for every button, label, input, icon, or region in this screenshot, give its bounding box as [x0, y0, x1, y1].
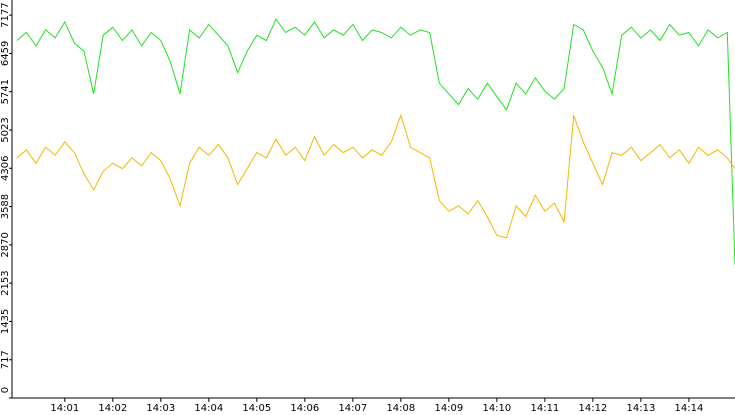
x-tick-label: 14:12: [578, 403, 607, 414]
x-tick-label: 14:07: [338, 403, 367, 414]
x-tick-label: 14:13: [626, 403, 655, 414]
y-tick-label: 1435: [0, 309, 11, 334]
series-line: [16, 113, 735, 239]
y-tick-label: 5741: [0, 79, 11, 104]
y-tick-label: 4306: [0, 156, 11, 181]
x-tick-label: 14:01: [50, 403, 79, 414]
y-tick-label: 2153: [0, 270, 11, 295]
y-tick-label: 0: [0, 387, 11, 393]
y-tick-label: 5023: [0, 117, 11, 142]
x-tick-label: 14:02: [98, 403, 127, 414]
x-tick-label: 14:11: [530, 403, 559, 414]
x-tick-label: 14:10: [482, 403, 511, 414]
series-line: [16, 18, 735, 265]
x-tick-label: 14:05: [242, 403, 271, 414]
x-tick-label: 14:09: [434, 403, 463, 414]
x-tick-label: 14:06: [290, 403, 319, 414]
x-tick-label: 14:03: [146, 403, 175, 414]
x-tick-label: 14:08: [386, 403, 415, 414]
y-tick-label: 7177: [0, 2, 11, 27]
x-tick-label: 14:14: [674, 403, 703, 414]
y-tick-label: 2870: [0, 232, 11, 257]
y-tick-label: 3588: [0, 194, 11, 219]
y-tick-label: 6459: [0, 41, 11, 66]
y-tick-label: 717: [0, 350, 11, 369]
x-tick-label: 14:04: [194, 403, 223, 414]
